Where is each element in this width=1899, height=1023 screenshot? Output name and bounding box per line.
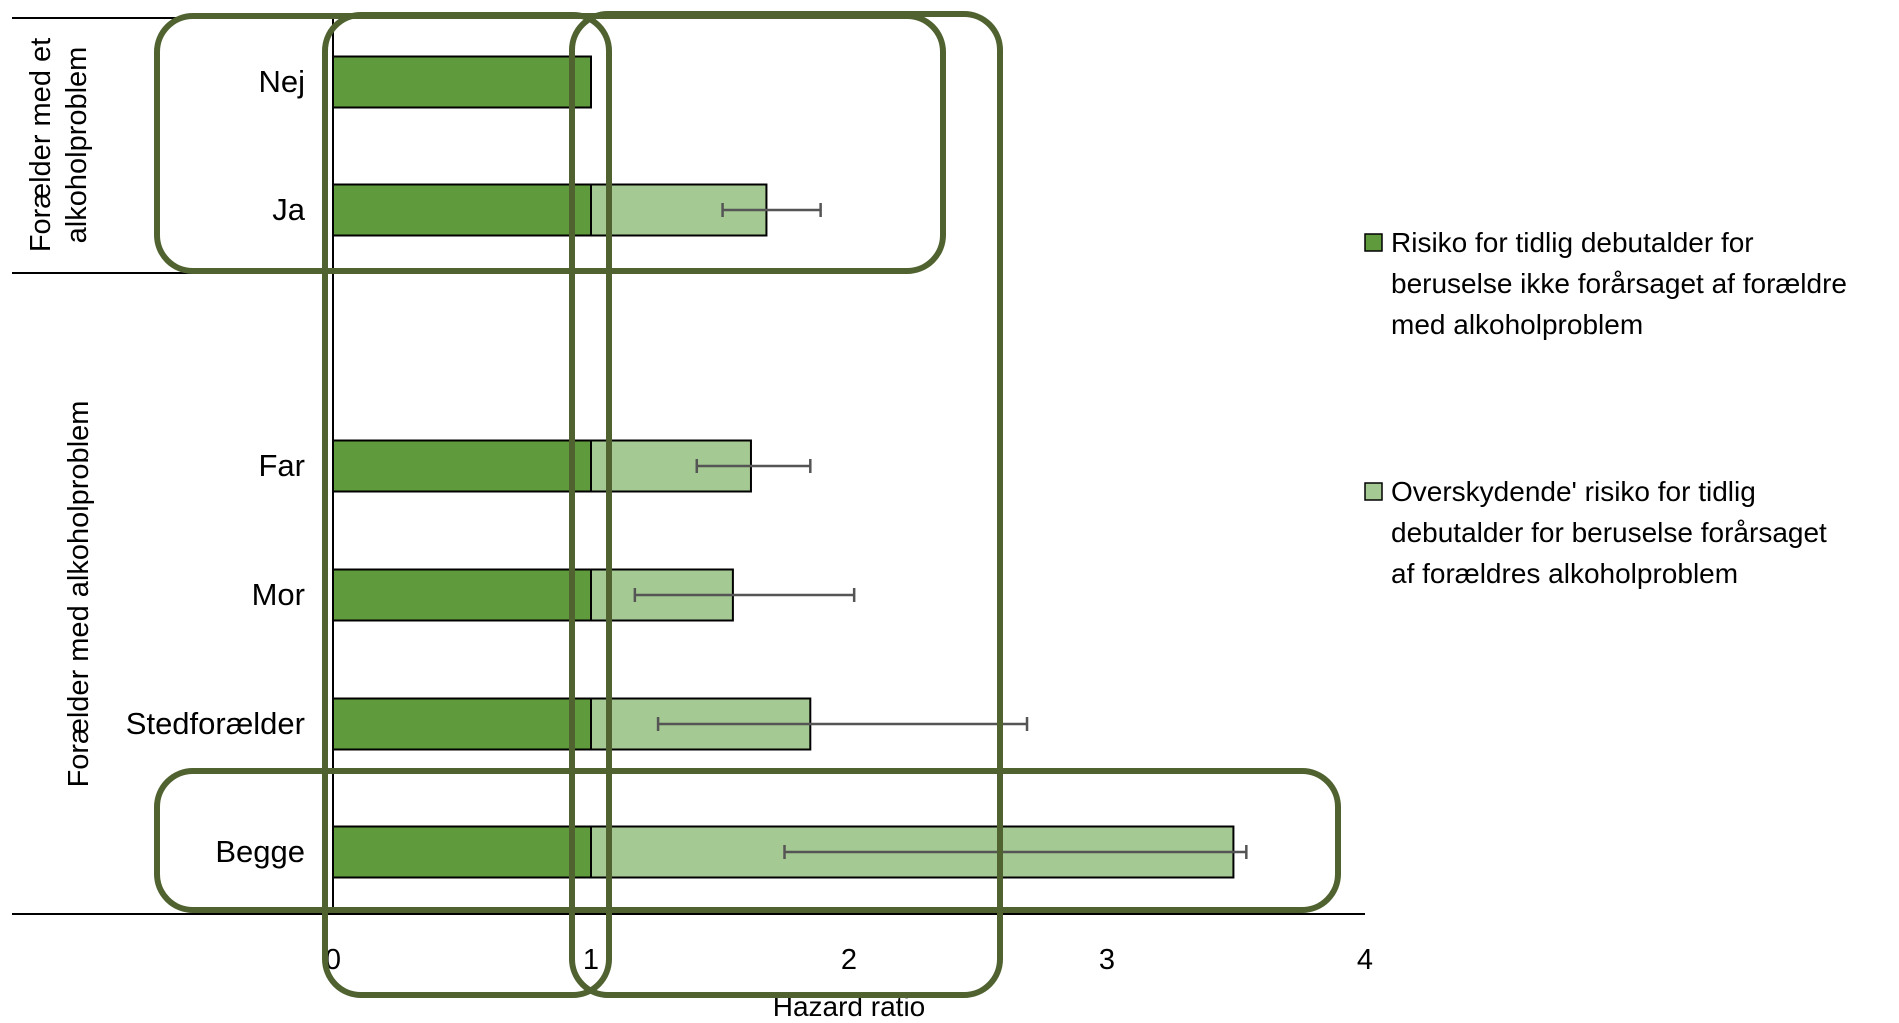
bar-base-4 <box>332 697 592 751</box>
highlight-box-baseline-0-1 <box>322 12 612 998</box>
x-tick-label-1: 1 <box>583 944 599 976</box>
category-label-0: Nej <box>258 64 305 99</box>
category-label-5: Begge <box>215 834 305 869</box>
bar-base-1 <box>332 183 592 237</box>
x-tick-label-4: 4 <box>1357 944 1373 976</box>
bar-base-3 <box>332 568 592 622</box>
group-label-2: Forælder med alkoholproblem <box>63 401 95 788</box>
category-label-2: Far <box>259 448 306 483</box>
bar-base-0 <box>332 55 592 109</box>
x-tick-label-2: 2 <box>841 944 857 976</box>
category-label-1: Ja <box>272 192 306 227</box>
highlight-box-begge <box>154 768 1341 913</box>
legend-entry-0-line-1: beruselse ikke forårsaget af forældre <box>1391 268 1847 299</box>
legend-entry-0-line-2: med alkoholproblem <box>1391 309 1643 340</box>
legend-entry-1-line-2: af forældres alkoholproblem <box>1391 558 1738 589</box>
x-tick-label-3: 3 <box>1099 944 1115 976</box>
bar-base-2 <box>332 439 592 493</box>
category-label-4: Stedforælder <box>126 706 305 741</box>
legend-entry-1-line-0: Overskydende' risiko for tidlig <box>1391 476 1756 507</box>
group-label-1-line-1: alkoholproblem <box>61 47 93 244</box>
legend-swatch-0 <box>1364 233 1383 252</box>
bar-base-5 <box>332 825 592 879</box>
legend-entry-0-line-0: Risiko for tidlig debutalder for <box>1391 227 1754 258</box>
legend-entry-1-line-1: debutalder for beruselse forårsaget <box>1391 517 1827 548</box>
group-label-1-line-0: Forælder med et <box>25 38 57 252</box>
category-label-3: Mor <box>252 577 305 612</box>
highlight-box-excess-1-2.5 <box>569 11 1003 998</box>
legend-swatch-1 <box>1364 482 1383 501</box>
